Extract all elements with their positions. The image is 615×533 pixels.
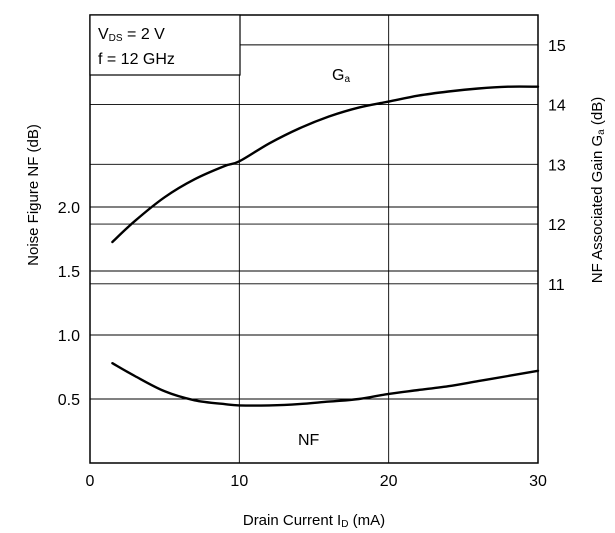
y-left-tick-label-1: 1.0	[58, 328, 80, 345]
series-label-nf: NF	[298, 432, 320, 449]
y-left-tick-label-2: 1.5	[58, 264, 80, 281]
y-right-axis-label: NF Associated Gain Ga (dB)	[589, 97, 607, 283]
series-label-ga-sub: a	[344, 74, 350, 85]
y-right-tick-label-1: 12	[548, 217, 566, 234]
y-right-axis-label-main: NF Associated Gain G	[589, 135, 606, 283]
x-tick-label-1: 10	[230, 473, 248, 490]
condition-vds-main: V	[98, 26, 109, 43]
x-tick-label-2: 20	[380, 473, 398, 490]
conditions-box-frame	[89, 14, 241, 76]
series-line-nf	[111, 362, 540, 407]
y-right-tick-label-4: 15	[548, 38, 566, 55]
y-right-tick-label-3: 14	[548, 98, 566, 115]
condition-vds-rest: = 2 V	[123, 26, 166, 43]
condition-vds-sub: DS	[109, 33, 123, 44]
x-tick-labels: 0 10 20 30	[86, 473, 547, 490]
y-left-tick-label-0: 0.5	[58, 392, 80, 409]
plot-frame	[89, 14, 539, 464]
conditions-box: VDS = 2 V f = 12 GHz	[89, 14, 241, 76]
series-label-ga-main: G	[332, 67, 344, 84]
series-label-ga: Ga	[332, 67, 350, 85]
grid-lines	[90, 15, 538, 463]
y-left-tick-labels: 0.5 1.0 1.5 2.0	[58, 200, 80, 409]
condition-freq: f = 12 GHz	[98, 51, 175, 68]
y-right-tick-labels: 11 12 13 14 15	[548, 38, 566, 294]
y-left-tick-label-3: 2.0	[58, 200, 80, 217]
y-right-axis-label-sub: a	[596, 129, 607, 135]
x-axis-label-main: Drain Current I	[243, 512, 341, 529]
x-tick-label-0: 0	[86, 473, 95, 490]
x-tick-label-3: 30	[529, 473, 547, 490]
y-right-tick-label-0: 11	[548, 277, 565, 294]
y-right-tick-label-2: 13	[548, 157, 566, 174]
series-line-ga	[111, 85, 540, 244]
x-axis-label: Drain Current ID (mA)	[243, 512, 385, 530]
series-layer	[111, 85, 540, 407]
x-axis-label-unit: (mA)	[348, 512, 385, 529]
y-right-axis-label-unit: (dB)	[589, 97, 606, 130]
condition-vds: VDS = 2 V	[98, 26, 165, 44]
y-left-axis-label: Noise Figure NF (dB)	[25, 124, 42, 266]
x-axis-label-sub: D	[341, 519, 348, 530]
